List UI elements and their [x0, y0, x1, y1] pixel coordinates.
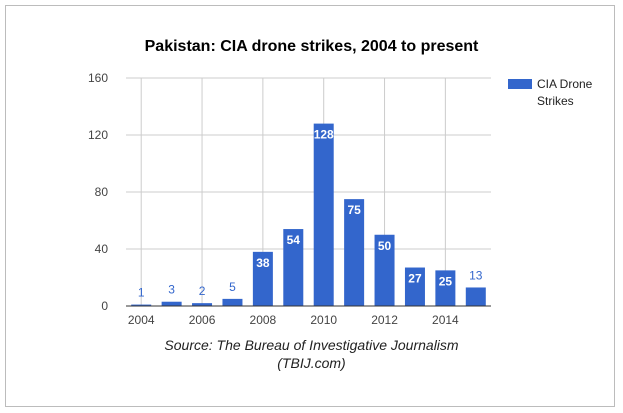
chart-source-line-1: Source: The Bureau of Investigative Jour…: [164, 337, 459, 353]
bar-data-label: 54: [287, 233, 301, 247]
chart-source-line-2: (TBIJ.com): [277, 355, 346, 371]
bar: [435, 270, 456, 306]
bar: [252, 251, 273, 306]
y-tick-label: 80: [95, 185, 109, 199]
bar-data-label: 128: [314, 128, 334, 142]
bar: [404, 267, 425, 306]
x-tick-label: 2006: [189, 313, 216, 327]
chart-frame: [5, 5, 615, 407]
bar-data-label: 75: [347, 203, 361, 217]
x-tick-label: 2014: [432, 313, 459, 327]
chart-title: Pakistan: CIA drone strikes, 2004 to pre…: [144, 38, 479, 55]
x-tick-label: 2010: [310, 313, 337, 327]
bar: [192, 303, 213, 306]
bar-data-label: 1: [138, 286, 145, 300]
bar: [222, 298, 243, 306]
x-tick-label: 2012: [371, 313, 398, 327]
bar-data-label: 5: [229, 280, 236, 294]
x-tick-label: 2004: [128, 313, 155, 327]
bar-data-label: 3: [168, 283, 175, 297]
y-tick-label: 120: [88, 128, 108, 142]
bar-data-label: 13: [469, 268, 483, 282]
bar: [344, 199, 365, 306]
bar-data-label: 27: [408, 272, 422, 286]
bar: [313, 123, 334, 306]
bar-data-label: 25: [439, 274, 453, 288]
bar: [161, 301, 182, 306]
bar-data-label: 50: [378, 239, 392, 253]
legend-label: CIA Drone Strikes: [537, 77, 593, 108]
bar: [374, 234, 395, 306]
bar-data-label: 2: [199, 284, 206, 298]
bar: [131, 304, 152, 306]
y-tick-label: 40: [95, 242, 109, 256]
y-tick-label: 160: [88, 71, 108, 85]
bar-data-label: 38: [256, 256, 270, 270]
x-tick-label: 2008: [250, 313, 277, 327]
legend-swatch: [508, 79, 532, 89]
y-tick-label: 0: [101, 299, 108, 313]
bar: [465, 287, 486, 306]
bar: [283, 229, 304, 306]
